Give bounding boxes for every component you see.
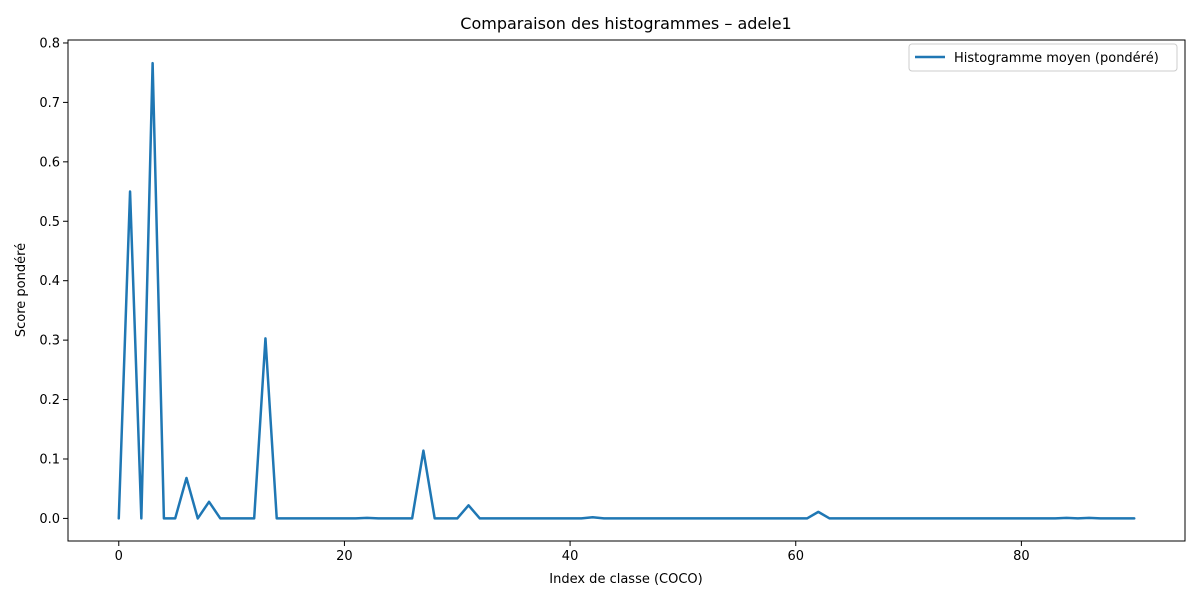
y-tick-label: 0.6 bbox=[39, 155, 60, 170]
plot-frame bbox=[67, 39, 1186, 542]
y-axis-label: Score pondéré bbox=[14, 243, 29, 337]
x-tick-label: 60 bbox=[787, 549, 804, 564]
x-tick-label: 20 bbox=[336, 549, 353, 564]
y-tick-label: 0.2 bbox=[39, 393, 60, 408]
y-tick-label: 0.8 bbox=[39, 36, 60, 51]
y-tick-label: 0.1 bbox=[39, 452, 60, 467]
legend-label: Histogramme moyen (pondéré) bbox=[954, 51, 1159, 66]
series-line bbox=[117, 61, 1136, 520]
y-tick-label: 0.3 bbox=[39, 334, 60, 349]
y-tick-label: 0.0 bbox=[39, 512, 60, 527]
chart-title: Comparaison des histogrammes – adele1 bbox=[460, 14, 791, 33]
y-tick-label: 0.7 bbox=[39, 96, 60, 111]
x-axis-label: Index de classe (COCO) bbox=[549, 572, 702, 587]
x-tick-label: 80 bbox=[1013, 549, 1030, 564]
y-tick-label: 0.4 bbox=[39, 274, 60, 289]
legend-box bbox=[908, 43, 1178, 72]
y-tick-label: 0.5 bbox=[39, 215, 60, 230]
legend: Histogramme moyen (pondéré) bbox=[908, 43, 1178, 72]
x-tick-label: 0 bbox=[115, 549, 123, 564]
x-tick-label: 40 bbox=[562, 549, 579, 564]
